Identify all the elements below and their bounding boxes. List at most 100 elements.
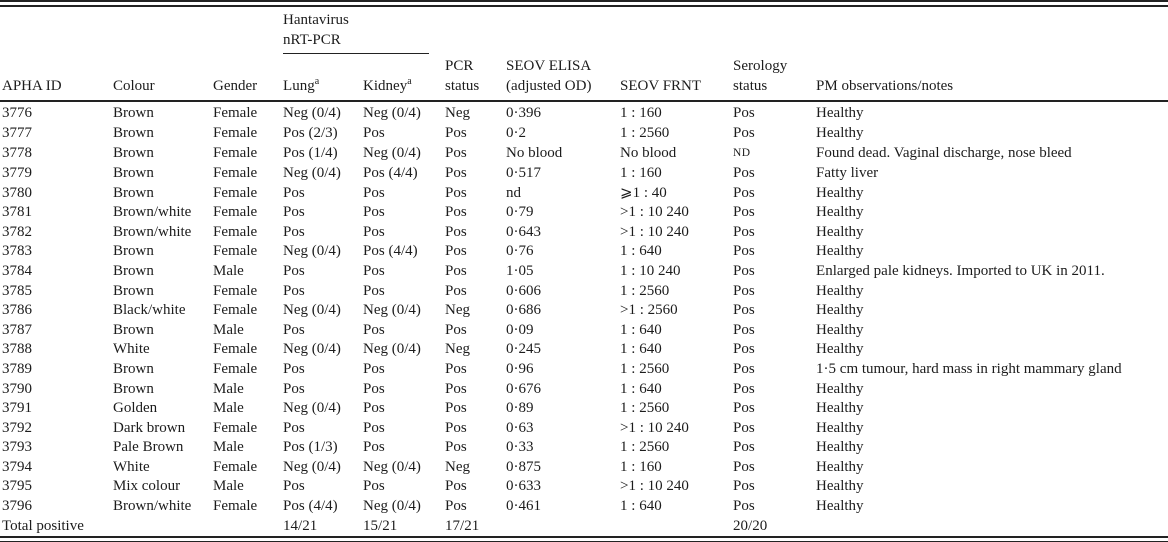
cell-seov-elisa: 0·396 [506,105,542,122]
cell-pcr-status: Neg [445,341,471,358]
col-header-pcr-status: PCR status [445,58,480,94]
hantavirus-results-table: Hantavirus nRT-PCR APHA ID Colour Gender Lu… [0,7,1168,536]
cell-lung: Neg (0/4) [283,400,341,417]
cell-colour: Golden [113,400,158,417]
cell-pcr-status: Pos [445,282,467,299]
cell-serology-status: Pos [733,105,755,122]
table-row: 3777 Brown Female Pos (2/3) Pos Pos 0·2 1 : 256… [0,124,1168,144]
col-header-pm-notes: PM observations/notes [816,77,954,94]
table-row: 3776 Brown Female Neg (0/4) Neg (0/4) Neg 0·39… [0,101,1168,124]
cell-serology-status: Pos [733,380,755,397]
cell-gender: Female [213,164,258,181]
cell-kidney: Neg (0/4) [363,302,421,319]
cell-seov-frnt: 1 : 160 [620,458,662,475]
cell-colour: Brown/white [113,204,192,221]
total-cell-seov-frnt [620,517,733,537]
cell-pcr-status: Pos [445,204,467,221]
cell-seov-elisa: 0·63 [506,419,534,436]
cell-pm-notes: Enlarged pale kidneys. Imported to UK in… [816,262,1105,279]
cell-gender: Female [213,282,258,299]
cell-colour: Brown [113,243,154,260]
cell-seov-frnt: >1 : 10 240 [620,478,689,495]
cell-apha-id: 3792 [2,419,32,436]
cell-apha-id: 3795 [2,478,32,495]
cell-pm-notes: Healthy [816,105,864,122]
col-header-apha-id: APHA ID [2,77,62,94]
cell-apha-id: 3779 [2,164,32,181]
cell-seov-elisa: 0·2 [506,124,527,141]
cell-colour: Brown [113,262,154,279]
total-cell-serology-status: 20/20 [733,517,768,534]
cell-pm-notes: 1·5 cm tumour, hard mass in right mammar… [816,360,1122,377]
cell-lung: Pos [283,380,305,397]
cell-kidney: Pos [363,360,385,377]
cell-seov-elisa: 0·875 [506,458,542,475]
cell-serology-status: Pos [733,439,755,456]
cell-pm-notes: Healthy [816,498,864,515]
cell-kidney: Neg (0/4) [363,341,421,358]
cell-kidney: Pos [363,282,385,299]
cell-lung: Neg (0/4) [283,458,341,475]
cell-pm-notes: Found dead. Vaginal discharge, nose blee… [816,145,1072,162]
cell-serology-status: Pos [733,223,755,240]
cell-pm-notes: Healthy [816,380,864,397]
cell-pm-notes: Healthy [816,341,864,358]
cell-apha-id: 3787 [2,321,32,338]
cell-gender: Female [213,105,258,122]
cell-colour: Brown/white [113,498,192,515]
cell-apha-id: 3780 [2,184,32,201]
total-cell-colour [113,517,213,537]
col-header-colour: Colour [113,77,155,94]
cell-pcr-status: Pos [445,124,467,141]
cell-apha-id: 3783 [2,243,32,260]
cell-lung: Neg (0/4) [283,243,341,260]
cell-kidney: Neg (0/4) [363,105,421,122]
cell-serology-status: Pos [733,262,755,279]
cell-pcr-status: Neg [445,458,471,475]
cell-kidney: Neg (0/4) [363,145,421,162]
cell-pcr-status: Pos [445,380,467,397]
cell-colour: Brown [113,184,154,201]
cell-gender: Male [213,321,244,338]
cell-seov-frnt: 1 : 640 [620,380,662,397]
cell-kidney: Neg (0/4) [363,498,421,515]
table-row: 3787 Brown Male Pos Pos Pos 0·09 1 : 640 Pos Heal… [0,321,1168,341]
cell-apha-id: 3781 [2,204,32,221]
table-bottom-rule [0,536,1168,542]
cell-colour: Brown [113,282,154,299]
total-positive-row: Total positive 14/21 15/21 17/21 20/20 [0,517,1168,537]
cell-kidney: Pos [363,124,385,141]
cell-apha-id: 3793 [2,439,32,456]
table-footer: Total positive 14/21 15/21 17/21 20/20 [0,517,1168,537]
cell-pm-notes: Healthy [816,458,864,475]
cell-seov-elisa: 0·606 [506,282,542,299]
cell-gender: Male [213,400,244,417]
group-header-rule [283,53,430,54]
cell-seov-elisa: nd [506,184,522,201]
column-header-row: APHA ID Colour Gender Lunga Kidneya PCR statu… [0,57,1168,102]
cell-apha-id: 3794 [2,458,32,475]
cell-gender: Male [213,478,244,495]
cell-seov-elisa: 0·96 [506,360,534,377]
total-cell-seov-elisa [506,517,620,537]
cell-pcr-status: Pos [445,478,467,495]
table-row: 3782 Brown/white Female Pos Pos Pos 0·643 >1 : … [0,223,1168,243]
cell-seov-elisa: 0·686 [506,302,542,319]
cell-serology-status: Pos [733,243,755,260]
table-row: 3793 Pale Brown Male Pos (1/3) Pos Pos 0·33 1 :… [0,438,1168,458]
cell-kidney: Pos [363,321,385,338]
cell-pm-notes: Fatty liver [816,164,879,181]
cell-colour: Brown [113,360,154,377]
cell-lung: Neg (0/4) [283,105,341,122]
cell-seov-elisa: 0·461 [506,498,542,515]
cell-gender: Female [213,341,258,358]
cell-kidney: Pos [363,400,385,417]
cell-pm-notes: Healthy [816,419,864,436]
col-header-lung: Lunga [283,75,320,94]
cell-apha-id: 3790 [2,380,32,397]
cell-pcr-status: Pos [445,498,467,515]
cell-seov-elisa: 0·79 [506,204,534,221]
total-cell-lung: 14/21 [283,517,318,534]
cell-kidney: Pos [363,223,385,240]
